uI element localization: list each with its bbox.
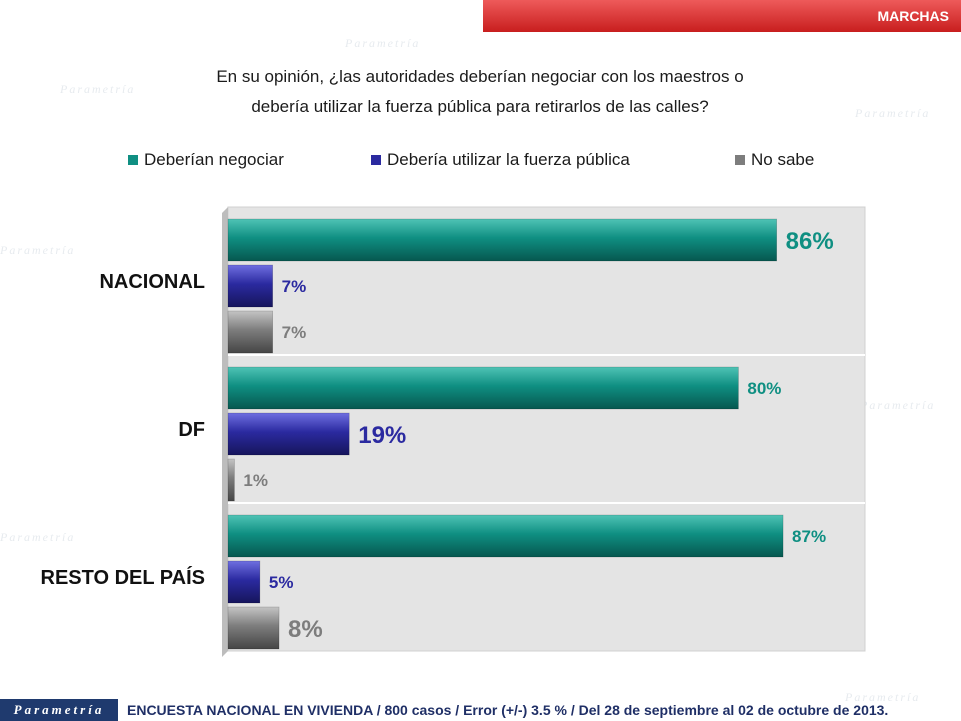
bar-nacional-nosabe <box>227 310 273 354</box>
bar-df-fuerza <box>227 412 350 456</box>
legend-label-negociar: Deberían negociar <box>144 150 284 169</box>
bar-nacional-fuerza <box>227 264 273 308</box>
question-line-1: En su opinión, ¿las autoridades deberían… <box>216 67 744 86</box>
bar-chart: NACIONAL 86% 7% 7% DF 80% 19% 1% RESTO DEL PAÍS 8… <box>41 206 866 657</box>
bar-resto-negociar <box>227 514 784 558</box>
data-label-nacional-fuerza: 7% <box>282 277 307 296</box>
bar-df-negociar <box>227 366 739 410</box>
data-label-df-negociar: 80% <box>747 379 781 398</box>
legend-label-nosabe: No sabe <box>751 150 815 169</box>
footer-logo: Parametría <box>0 699 118 721</box>
watermark: Parametría <box>60 82 136 96</box>
watermark: Parametría <box>855 106 931 120</box>
footer-text: ENCUESTA NACIONAL EN VIVIENDA / 800 caso… <box>127 702 889 718</box>
watermark: Parametría <box>345 36 421 50</box>
data-label-df-fuerza: 19% <box>358 422 406 449</box>
question-text: En su opinión, ¿las autoridades deberían… <box>140 62 820 122</box>
bar-df-nosabe <box>227 458 235 502</box>
question-line-2: debería utilizar la fuerza pública para … <box>251 97 709 116</box>
bar-nacional-negociar <box>227 218 777 262</box>
data-label-nacional-nosabe: 7% <box>282 323 307 342</box>
watermark: Parametría <box>0 243 76 257</box>
watermark: Parametría <box>845 690 921 704</box>
plot-side-wall <box>222 207 228 657</box>
legend-swatch-negociar <box>128 155 138 165</box>
legend-swatch-fuerza <box>371 155 381 165</box>
legend-item-nosabe: No sabe <box>735 150 814 170</box>
legend-item-fuerza: Debería utilizar la fuerza pública <box>371 150 630 170</box>
data-label-resto-negociar: 87% <box>792 527 826 546</box>
data-label-resto-fuerza: 5% <box>269 573 294 592</box>
data-label-resto-nosabe: 8% <box>288 616 323 643</box>
category-label-df: DF <box>178 419 205 441</box>
category-label-resto: RESTO DEL PAÍS <box>41 566 205 589</box>
bar-resto-fuerza <box>227 560 261 604</box>
legend-label-fuerza: Debería utilizar la fuerza pública <box>387 150 630 169</box>
legend-item-negociar: Deberían negociar <box>128 150 284 170</box>
legend-swatch-nosabe <box>735 155 745 165</box>
category-label-nacional: NACIONAL <box>99 271 205 293</box>
header-bar: MARCHAS <box>483 0 961 32</box>
header-title: MARCHAS <box>877 8 949 24</box>
data-label-nacional-negociar: 86% <box>786 228 834 255</box>
watermark: Parametría <box>860 398 936 412</box>
data-label-df-nosabe: 1% <box>243 471 268 490</box>
bar-resto-nosabe <box>227 606 280 650</box>
watermark: Parametría <box>0 530 76 544</box>
